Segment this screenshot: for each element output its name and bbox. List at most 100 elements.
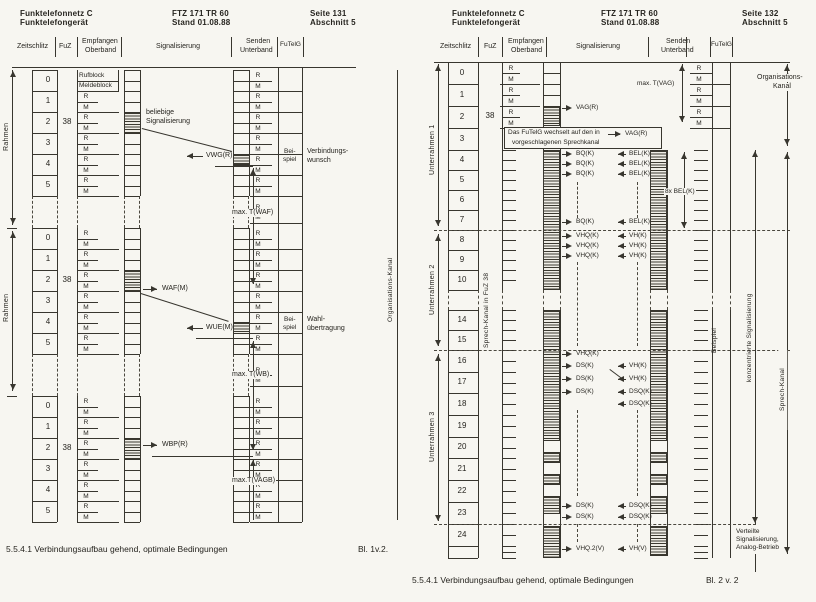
- slot-boundary-line: [32, 196, 57, 197]
- column-line: [730, 310, 731, 558]
- signal-continuation: [637, 262, 638, 346]
- col-header-unterband: Unterband: [240, 47, 273, 54]
- band-tick: [502, 240, 516, 241]
- arrow-shaft: [618, 506, 626, 507]
- slot-boundary-line: [448, 415, 478, 416]
- beispiel-label: Beispiel: [711, 327, 718, 353]
- cell-line: [78, 80, 118, 82]
- arrow-shaft: [618, 164, 626, 165]
- rm-cell-label: M: [255, 166, 261, 174]
- band-tick: [694, 160, 708, 161]
- column-continuation: [448, 290, 449, 310]
- arrow-shaft: [187, 328, 203, 329]
- rm-cell-label: R: [83, 398, 89, 405]
- column-continuation: [57, 354, 58, 396]
- channel-span-line: [755, 150, 756, 524]
- strip-cell-line: [124, 469, 140, 471]
- band-tick: [502, 330, 516, 331]
- doc-reference: FTZ 171 TR 60: [172, 9, 229, 18]
- col-header-fuz: FuZ: [484, 43, 497, 50]
- slot-boundary-line: [32, 438, 57, 439]
- band-tick: [694, 458, 708, 459]
- unterband-signal-block: [650, 452, 667, 463]
- section-number: Abschnitt 5: [742, 18, 788, 27]
- col-header-senden: Senden: [666, 38, 691, 45]
- band-tick: [694, 426, 708, 427]
- column-line: [730, 62, 731, 290]
- rm-cell-label: M: [83, 429, 89, 437]
- rm-cell-label: R: [508, 64, 514, 72]
- rm-cell-label: R: [255, 440, 261, 447]
- beispiel-label: Bei-: [284, 316, 296, 323]
- signal-label-wbp(r): WBP(R): [162, 441, 188, 448]
- column-continuation: [712, 290, 713, 310]
- rm-cell-label: M: [83, 124, 89, 132]
- annotation-beliebige: beliebige: [146, 109, 175, 116]
- strip-cell-line: [124, 101, 140, 103]
- cell-line: [77, 175, 119, 176]
- strip-cell-line: [124, 501, 140, 502]
- page-number: Seite 131: [310, 9, 347, 18]
- subframe-label: Unterrahmen 3: [429, 411, 436, 463]
- timeslot-number: 7: [459, 214, 465, 224]
- downlink-arrow: [151, 286, 157, 292]
- column-line: [502, 62, 503, 290]
- rm-cell-label: M: [696, 97, 702, 105]
- slot-boundary-line: [32, 417, 57, 418]
- cell-line: [250, 133, 302, 134]
- timeslot-number: 3: [459, 133, 465, 143]
- bracket-arrow: [435, 65, 441, 71]
- cell-line: [77, 249, 119, 250]
- band-tick: [694, 260, 708, 261]
- band-tick: [502, 469, 516, 470]
- band-tick: [502, 480, 516, 481]
- subframe-boundary: [434, 230, 790, 231]
- strip-cell-line: [233, 238, 249, 240]
- cell-line: [250, 91, 302, 92]
- timeslot-number: 8: [459, 234, 465, 244]
- band-tick: [502, 210, 516, 211]
- cell-line: [250, 291, 302, 292]
- fuz-channel-number: 38: [485, 111, 495, 120]
- arrow-shaft: [608, 134, 620, 135]
- slot-boundary-line: [448, 84, 478, 85]
- slot-boundary-line: [448, 458, 478, 459]
- downlink-arrow: [566, 243, 572, 249]
- band-tick: [502, 340, 516, 341]
- bracket-arrow: [435, 220, 441, 226]
- cell-line: [502, 95, 520, 96]
- timer-label: max. T(WB): [231, 371, 271, 379]
- wahluebertragung-label: übertragung: [307, 325, 345, 332]
- cell-line: [250, 448, 272, 450]
- subframe-label: Unterrahmen 2: [429, 264, 436, 316]
- signal-label-vag(r): VAG(R): [576, 104, 599, 111]
- cell-line: [78, 122, 98, 124]
- rm-cell-label: R: [83, 114, 89, 121]
- cell-line: [500, 106, 540, 107]
- slot-boundary-line: [448, 128, 478, 129]
- strip-cell-line: [124, 249, 140, 250]
- rm-cell-label: M: [83, 303, 89, 311]
- signal-continuation: [637, 410, 638, 496]
- rm-cell-label: M: [508, 119, 514, 127]
- band-tick: [502, 393, 516, 394]
- rm-cell-label: R: [83, 230, 89, 237]
- timeslot-number: 23: [457, 507, 467, 517]
- band-tick: [502, 310, 516, 311]
- cell-line: [500, 84, 540, 85]
- sprech-kanal-label: Sprech-Kanal: [778, 350, 788, 430]
- oberband-signal-block: [543, 496, 560, 514]
- band-tick: [694, 437, 708, 438]
- header-separator: [121, 37, 122, 57]
- cell-line: [250, 112, 302, 113]
- device-title: Funktelefongerät: [20, 18, 89, 27]
- downlink-arrow: [566, 376, 572, 382]
- slot-boundary-line: [32, 291, 57, 292]
- cell-line: [690, 84, 730, 85]
- strip-cell-line: [233, 196, 249, 197]
- cell-line: [77, 333, 119, 334]
- col-header-zeitschlitz: Zeitschlitz: [440, 43, 472, 50]
- cell-line: [250, 490, 272, 492]
- slot-boundary-line: [32, 70, 57, 71]
